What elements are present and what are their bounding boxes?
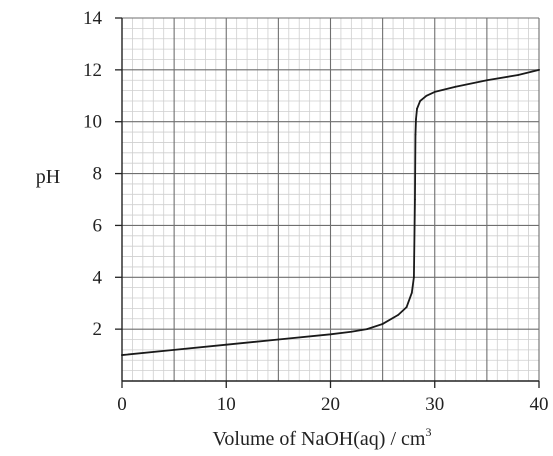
data-point — [225, 343, 228, 346]
data-point — [419, 100, 422, 102]
data-point — [329, 333, 332, 336]
data-point — [425, 94, 428, 97]
data-point — [415, 118, 417, 121]
y-tick-label: 8 — [93, 164, 103, 185]
data-point — [277, 338, 280, 341]
y-tick-label: 4 — [93, 267, 103, 288]
y-axis-label: pH — [36, 166, 60, 188]
x-tick-label: 10 — [217, 394, 236, 415]
x-axis-label-superscript: 3 — [425, 425, 431, 439]
y-tick-label: 2 — [93, 319, 103, 340]
grid-minor — [122, 18, 539, 381]
data-point — [485, 79, 488, 82]
data-point — [538, 68, 540, 71]
y-tick-label: 12 — [83, 60, 102, 81]
x-tick-label: 20 — [321, 394, 340, 415]
y-tick-label: 6 — [93, 215, 103, 236]
x-tick-label: 30 — [425, 394, 444, 415]
x-axis-label-text: Volume of NaOH(aq) / cm — [213, 428, 426, 450]
data-point — [517, 74, 520, 76]
data-point — [413, 276, 415, 279]
x-tick-label: 0 — [117, 394, 127, 415]
tick-labels: 0 10 20 30 40 2 4 6 8 10 12 14 — [83, 8, 549, 415]
grid-major — [122, 17, 540, 381]
data-point — [381, 323, 384, 325]
data-point — [366, 328, 368, 331]
axes — [115, 17, 540, 388]
data-point — [416, 107, 418, 110]
data-point — [173, 348, 176, 351]
data-point — [414, 198, 416, 201]
data-point — [121, 354, 123, 356]
y-tick-label: 10 — [83, 112, 102, 133]
curve-layer — [121, 68, 540, 356]
x-tick-label: 40 — [530, 394, 549, 415]
data-point — [433, 90, 436, 93]
x-axis-label: Volume of NaOH(aq) / cm3 — [213, 425, 432, 450]
data-point — [410, 291, 413, 294]
y-tick-label: 14 — [83, 8, 103, 29]
data-point — [350, 330, 353, 333]
data-point — [414, 133, 417, 136]
data-point — [454, 85, 457, 88]
data-point — [405, 306, 408, 309]
data-point — [397, 313, 400, 316]
